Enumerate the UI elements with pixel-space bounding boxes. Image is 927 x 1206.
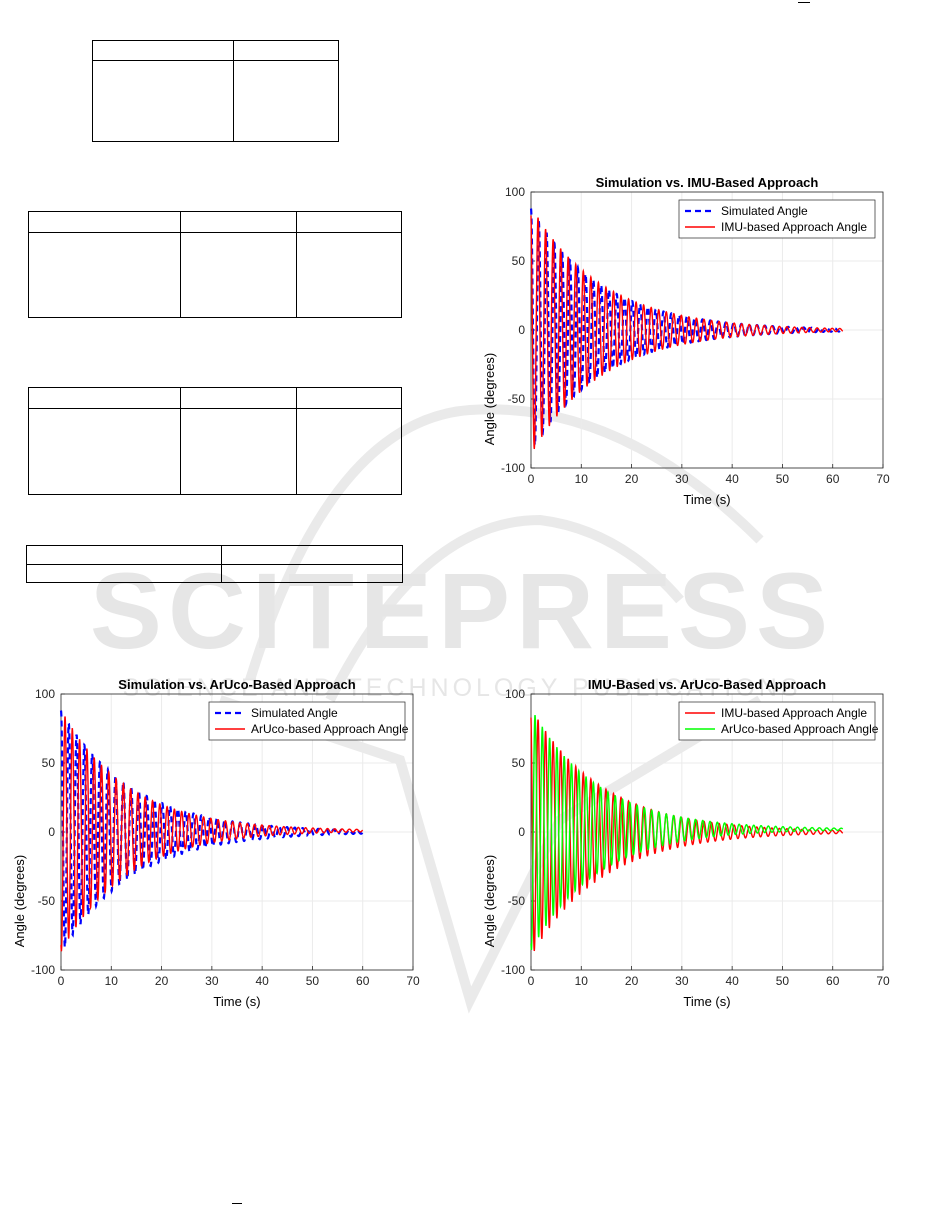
x-tick-label: 60 (356, 974, 370, 988)
x-tick-label: 20 (625, 472, 639, 486)
x-tick-label: 50 (306, 974, 320, 988)
overline-mark-top (798, 2, 810, 3)
x-axis-label: Time (s) (213, 994, 260, 1009)
chart-simulation-vs-imu: Simulation vs. IMU-Based Approach Time (… (482, 175, 890, 507)
series-line-1 (529, 208, 843, 446)
series-line-1 (530, 717, 844, 952)
y-tick-label: 50 (512, 756, 526, 770)
y-tick-label: 100 (505, 687, 525, 701)
legend-label-1: Simulated Angle (721, 204, 808, 218)
x-axis-label: Time (s) (683, 492, 730, 507)
y-tick-label: -50 (38, 894, 56, 908)
x-tick-label: 10 (105, 974, 119, 988)
x-tick-label: 30 (675, 974, 689, 988)
legend-box (208, 701, 406, 741)
y-axis-label: Angle (degrees) (482, 353, 497, 446)
legend-box (678, 199, 876, 239)
series-line-1 (59, 710, 364, 948)
y-tick-label: 50 (512, 254, 526, 268)
series-line-2 (60, 716, 364, 952)
legend: IMU-based Approach Angle ArUco-based Appr… (678, 701, 879, 741)
x-tick-label: 60 (826, 472, 840, 486)
overline-mark-bottom (232, 1203, 242, 1204)
x-tick-label: 10 (575, 472, 589, 486)
y-tick-label: 0 (518, 323, 525, 337)
x-tick-label: 20 (155, 974, 169, 988)
x-tick-label: 70 (406, 974, 420, 988)
y-axis-label: Angle (degrees) (12, 855, 27, 948)
table-3 (28, 387, 402, 495)
chart-title: IMU-Based vs. ArUco-Based Approach (588, 677, 826, 692)
x-tick-label: 40 (725, 974, 739, 988)
table-1 (92, 40, 339, 142)
x-tick-label: 40 (255, 974, 269, 988)
y-tick-label: 100 (505, 185, 525, 199)
legend: Simulated Angle ArUco-based Approach Angl… (208, 701, 409, 741)
legend-label-2: IMU-based Approach Angle (721, 220, 867, 234)
x-axis-label: Time (s) (683, 994, 730, 1009)
series-line-2 (530, 714, 844, 951)
x-tick-label: 70 (876, 974, 890, 988)
chart-title: Simulation vs. IMU-Based Approach (596, 175, 819, 190)
legend-label-2: ArUco-based Approach Angle (251, 722, 409, 736)
chart-simulation-vs-aruco: Simulation vs. ArUco-Based Approach Time… (12, 677, 420, 1009)
table-2 (28, 211, 402, 318)
y-tick-label: 0 (48, 825, 55, 839)
x-tick-label: 30 (675, 472, 689, 486)
y-tick-label: 100 (35, 687, 55, 701)
x-tick-label: 0 (528, 974, 535, 988)
y-tick-label: 0 (518, 825, 525, 839)
x-tick-label: 50 (776, 472, 790, 486)
table-4 (26, 545, 403, 583)
y-tick-label: -100 (501, 963, 525, 977)
chart-title: Simulation vs. ArUco-Based Approach (118, 677, 355, 692)
legend-label-1: Simulated Angle (251, 706, 338, 720)
y-tick-label: -100 (31, 963, 55, 977)
x-tick-label: 0 (528, 472, 535, 486)
y-tick-label: -50 (508, 894, 526, 908)
y-tick-label: -100 (501, 461, 525, 475)
x-tick-label: 30 (205, 974, 219, 988)
y-tick-label: 50 (42, 756, 56, 770)
x-tick-label: 20 (625, 974, 639, 988)
x-tick-label: 40 (725, 472, 739, 486)
x-tick-label: 60 (826, 974, 840, 988)
x-tick-label: 0 (58, 974, 65, 988)
series-line-2 (530, 215, 844, 450)
x-tick-label: 70 (876, 472, 890, 486)
legend-box (678, 701, 876, 741)
chart-imu-vs-aruco: IMU-Based vs. ArUco-Based Approach Time … (482, 677, 890, 1009)
x-tick-label: 10 (575, 974, 589, 988)
y-tick-label: -50 (508, 392, 526, 406)
legend-label-1: IMU-based Approach Angle (721, 706, 867, 720)
legend: Simulated Angle IMU-based Approach Angle (678, 199, 876, 239)
x-tick-label: 50 (776, 974, 790, 988)
y-axis-label: Angle (degrees) (482, 855, 497, 948)
legend-label-2: ArUco-based Approach Angle (721, 722, 879, 736)
